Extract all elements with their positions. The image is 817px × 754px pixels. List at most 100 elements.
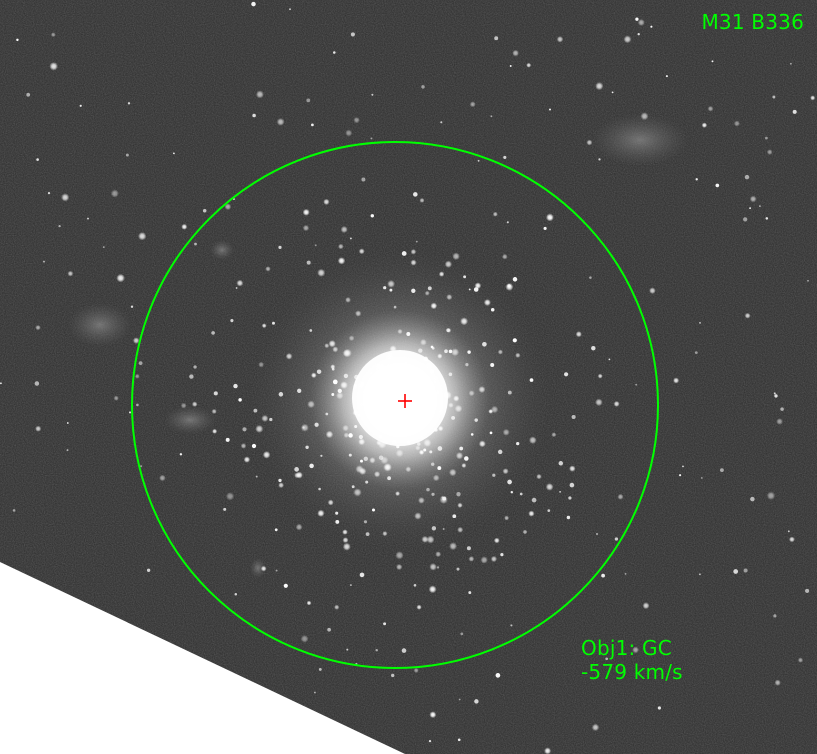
star — [353, 488, 362, 497]
star — [605, 657, 609, 661]
star — [457, 502, 463, 508]
star — [460, 632, 464, 636]
star — [446, 327, 452, 333]
star — [345, 129, 353, 137]
star — [358, 248, 365, 255]
star — [733, 120, 740, 127]
star — [431, 492, 435, 496]
star — [235, 287, 238, 289]
star — [421, 85, 425, 89]
star — [423, 448, 427, 452]
star — [173, 152, 175, 155]
star — [451, 348, 460, 357]
star — [302, 426, 305, 429]
star — [389, 345, 397, 353]
star — [556, 36, 564, 43]
star — [351, 485, 355, 489]
star — [449, 542, 458, 551]
star — [354, 374, 359, 380]
star — [586, 139, 593, 146]
star — [348, 453, 352, 457]
star — [337, 388, 342, 394]
star — [787, 530, 790, 533]
star — [700, 476, 703, 479]
star — [419, 434, 425, 440]
star — [510, 624, 513, 627]
star — [448, 372, 453, 377]
star — [383, 286, 387, 290]
star — [505, 282, 514, 291]
star — [337, 243, 344, 250]
star — [468, 288, 471, 291]
star — [357, 413, 361, 417]
star — [436, 566, 440, 569]
star — [373, 372, 381, 380]
star — [430, 302, 438, 310]
star — [61, 193, 70, 202]
star — [352, 384, 359, 390]
star — [512, 49, 519, 57]
star — [773, 614, 777, 618]
star — [429, 711, 437, 719]
star — [146, 568, 151, 572]
star — [253, 408, 258, 413]
star — [233, 383, 238, 389]
star — [490, 363, 495, 367]
star — [300, 634, 309, 643]
star — [366, 382, 372, 388]
star — [265, 266, 271, 272]
star — [443, 390, 452, 400]
star — [314, 422, 319, 427]
star — [12, 509, 16, 512]
star — [413, 667, 419, 673]
star — [342, 424, 349, 432]
star — [701, 122, 708, 128]
star — [140, 465, 143, 468]
star — [428, 585, 437, 594]
star — [436, 389, 439, 392]
star — [317, 268, 326, 277]
object-annotation: Obj1: GC -579 km/s — [581, 636, 683, 684]
star — [302, 224, 310, 232]
star — [251, 443, 257, 449]
star — [515, 352, 521, 358]
star — [370, 137, 373, 140]
star — [477, 159, 480, 162]
star — [490, 115, 493, 118]
star — [130, 305, 134, 308]
star — [137, 231, 147, 241]
star — [766, 491, 776, 500]
star — [743, 217, 748, 222]
star — [637, 18, 645, 27]
star — [180, 402, 187, 409]
star — [440, 121, 443, 124]
star — [569, 465, 576, 472]
star — [464, 456, 469, 461]
star — [673, 377, 680, 384]
star — [424, 290, 430, 296]
star — [642, 602, 650, 610]
star — [352, 409, 359, 416]
star — [694, 351, 698, 354]
star — [492, 473, 496, 477]
star — [452, 514, 457, 519]
star — [405, 466, 412, 473]
star — [43, 260, 45, 263]
star — [788, 536, 795, 543]
star — [380, 456, 389, 465]
star — [306, 98, 311, 103]
star — [211, 331, 215, 335]
star — [414, 512, 422, 520]
star — [138, 361, 143, 365]
faint-extended-sources — [68, 114, 688, 578]
star — [597, 373, 603, 379]
star — [468, 556, 475, 562]
star — [390, 438, 399, 446]
star — [387, 476, 391, 481]
star — [608, 358, 611, 361]
star — [509, 65, 512, 67]
star — [519, 492, 523, 496]
star — [382, 369, 386, 373]
star — [66, 449, 69, 452]
star — [383, 463, 392, 472]
